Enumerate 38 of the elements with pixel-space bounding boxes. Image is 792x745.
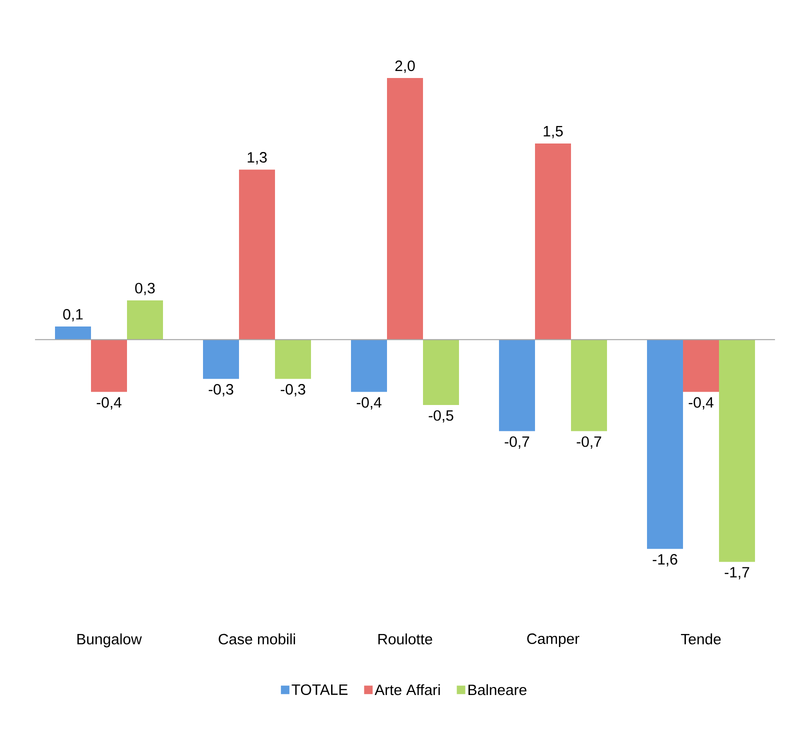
bar [499,340,536,432]
data-label: -0,4 [356,397,382,410]
data-label: -0,5 [428,410,454,423]
legend-label: Arte Affari [374,684,440,696]
data-label: -0,4 [96,397,122,410]
data-label: -0,4 [688,397,714,410]
bar [275,340,312,379]
bar [683,340,720,392]
data-label: -0,3 [208,384,234,396]
bar [239,170,276,340]
data-label: 0,3 [135,282,155,296]
data-label: 1,5 [544,126,563,138]
bar [55,326,91,340]
x-tick-label: Roulotte [378,633,432,644]
data-label: -0,7 [576,436,602,449]
bar [571,340,608,432]
data-label: 1,3 [248,152,267,164]
bar [647,340,684,549]
x-tick-label: Tende [680,633,721,644]
data-label: 2,0 [395,60,415,73]
x-tick-label: Case mobili [218,633,295,644]
bar [127,300,163,340]
legend-label: TOTALE [292,684,348,695]
bar [719,340,756,562]
data-label: 0,1 [63,308,83,322]
data-label: -0,7 [504,436,530,449]
legend-label: Balneare [468,684,526,696]
bar [203,340,240,379]
bar [387,78,424,340]
bar [91,340,127,392]
data-label: -1,6 [652,554,678,566]
x-tick-label: Bungalow [77,633,142,648]
data-label: -0,3 [280,384,306,396]
x-tick-label: Camper [527,633,580,647]
bar [423,340,460,405]
bar [351,340,388,392]
data-label: -1,7 [724,567,750,580]
bar [535,143,572,340]
